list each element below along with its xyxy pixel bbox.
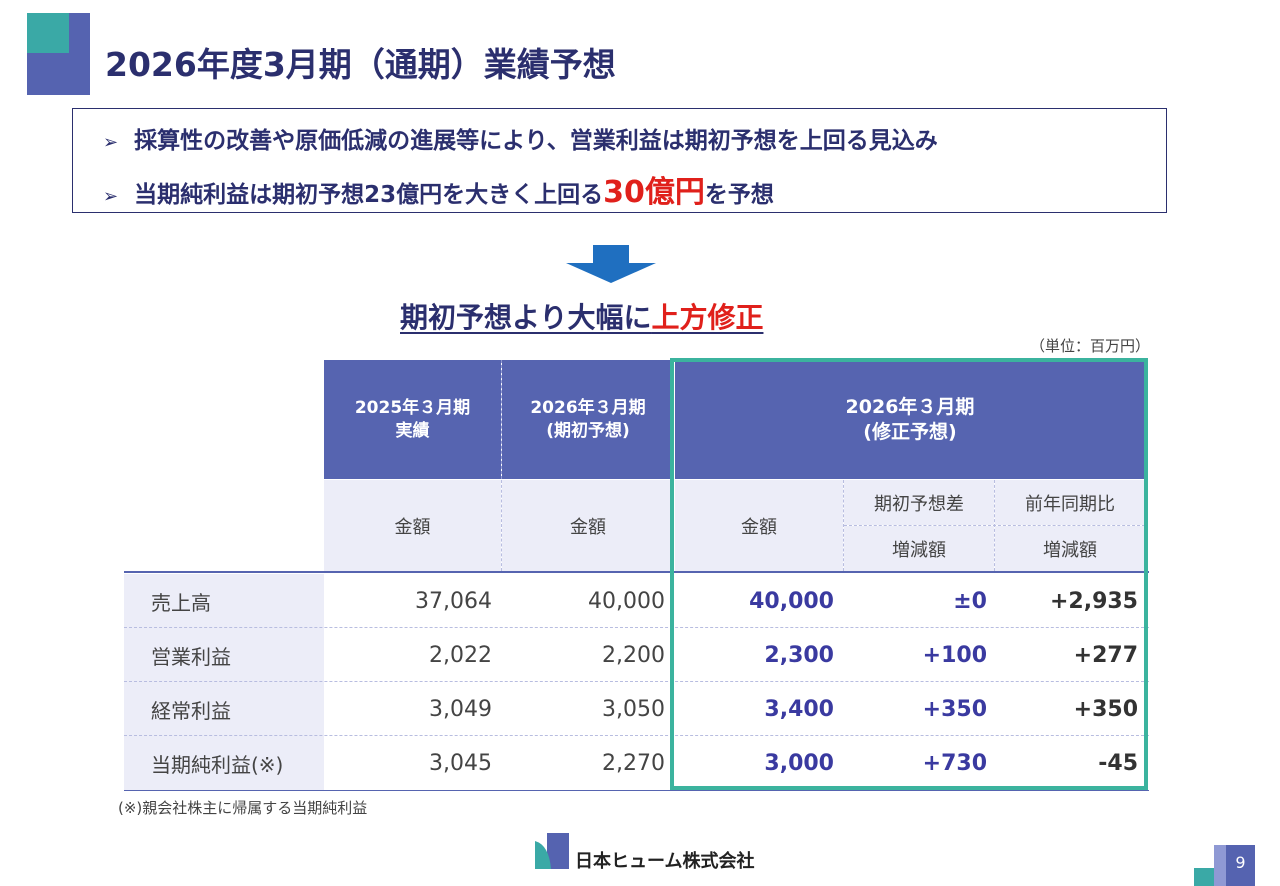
cell-initial: 2,270 — [602, 750, 665, 776]
cell-revised: 3,400 — [764, 696, 834, 722]
page-corner-accent — [1194, 868, 1214, 886]
summary-box: ➢ 採算性の改善や原価低減の進展等により、営業利益は期初予想を上回る見込み ➢ 当期… — [72, 108, 1167, 213]
cell-initial: 2,200 — [602, 642, 665, 668]
summary-bullet-2: ➢ 当期純利益は期初予想23億円を大きく上回る30億円を予想 — [103, 175, 774, 210]
header-revised-2026: 2026年３月期 (修正予想) — [675, 360, 1145, 479]
cell-actual: 3,049 — [429, 696, 492, 722]
subheader-diff-initial: 期初予想差 — [844, 480, 994, 525]
cell-actual: 37,064 — [415, 588, 492, 614]
row-label: 売上高 — [124, 574, 324, 628]
cell-initial: 3,050 — [602, 696, 665, 722]
cell-actual: 2,022 — [429, 642, 492, 668]
row-label: 当期純利益(※) — [124, 736, 324, 790]
cell-initial: 40,000 — [588, 588, 665, 614]
cell-diff: +350 — [922, 696, 987, 722]
company-logo-icon — [535, 833, 569, 869]
revised-forecast-highlight-frame — [670, 358, 1148, 790]
bullet-arrow-icon: ➢ — [103, 132, 119, 153]
company-name: 日本ヒューム株式会社 — [575, 851, 755, 872]
unit-note: （単位：百万円） — [1029, 337, 1150, 355]
cell-yoy: +350 — [1073, 696, 1138, 722]
table-row: 売上高 37,064 40,000 40,000 ±0 +2,935 — [124, 574, 1149, 628]
table-row: 営業利益 2,022 2,200 2,300 +100 +277 — [124, 628, 1149, 682]
subheader-amount-revised: 金額 — [675, 480, 843, 571]
cell-actual: 3,045 — [429, 750, 492, 776]
header-initial-2026: 2026年３月期 (期初予想) — [502, 360, 674, 479]
cell-revised: 2,300 — [764, 642, 834, 668]
table-row: 当期純利益(※) 3,045 2,270 3,000 +730 -45 — [124, 736, 1149, 790]
corner-logo-accent — [27, 13, 69, 53]
row-label: 経常利益 — [124, 682, 324, 736]
revision-heading: 期初予想より大幅に上方修正 — [400, 301, 764, 334]
page-number: 9 — [1235, 853, 1246, 872]
cell-revised: 3,000 — [764, 750, 834, 776]
down-arrow-icon — [566, 245, 656, 283]
page-title: 2026年度3月期（通期）業績予想 — [105, 45, 616, 84]
cell-diff: +730 — [922, 750, 987, 776]
cell-yoy: -45 — [1098, 750, 1138, 776]
subheader-change-yoy: 増減額 — [995, 526, 1145, 571]
cell-revised: 40,000 — [749, 588, 834, 614]
net-profit-highlight: 30億円 — [603, 175, 705, 210]
subheader-change-diff: 増減額 — [844, 526, 994, 571]
subheader-amount-initial: 金額 — [502, 480, 674, 571]
summary-bullet-1: ➢ 採算性の改善や原価低減の進展等により、営業利益は期初予想を上回る見込み — [103, 128, 938, 154]
cell-diff: +100 — [922, 642, 987, 668]
table-row: 経常利益 3,049 3,050 3,400 +350 +350 — [124, 682, 1149, 736]
footnote: (※)親会社株主に帰属する当期純利益 — [118, 799, 368, 817]
cell-yoy: +277 — [1073, 642, 1138, 668]
row-label: 営業利益 — [124, 628, 324, 682]
subheader-yoy: 前年同期比 — [995, 480, 1145, 525]
header-actual-2025: 2025年３月期 実績 — [324, 360, 501, 479]
bullet-arrow-icon: ➢ — [103, 186, 119, 207]
subheader-amount-actual: 金額 — [324, 480, 501, 571]
cell-diff: ±0 — [953, 588, 987, 614]
cell-yoy: +2,935 — [1049, 588, 1138, 614]
